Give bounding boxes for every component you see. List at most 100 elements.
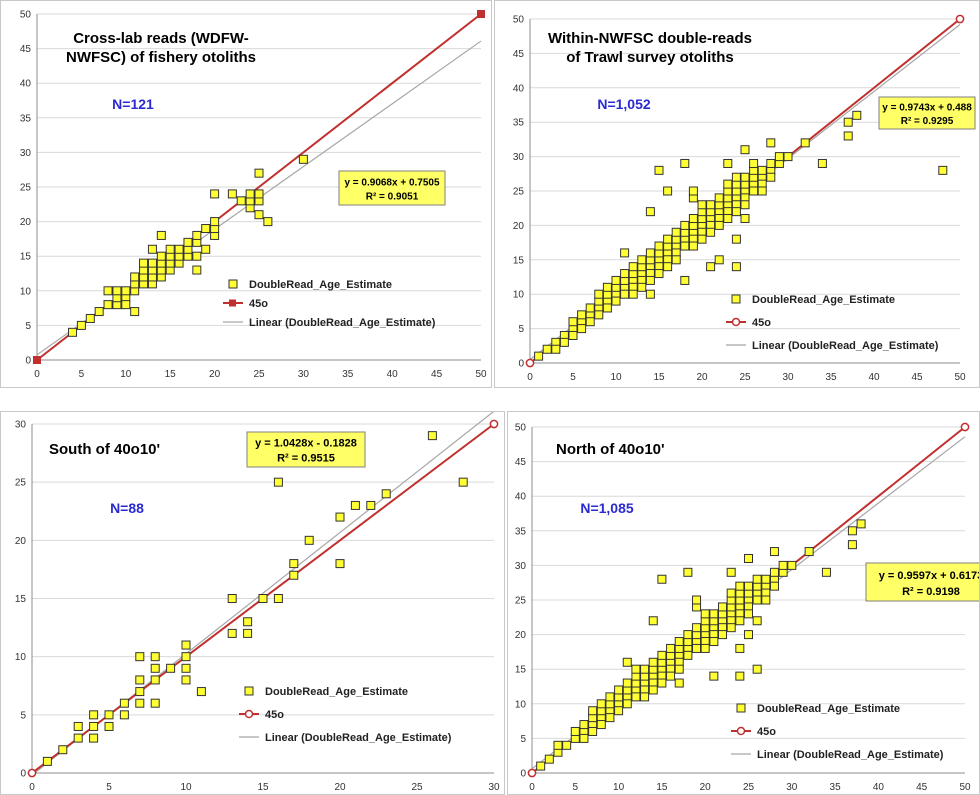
data-point bbox=[654, 165, 664, 175]
y-tick-label: 40 bbox=[515, 492, 527, 503]
data-point bbox=[335, 512, 345, 522]
x-tick-label: 45 bbox=[911, 372, 923, 383]
data-point bbox=[697, 200, 707, 210]
y-tick-label: 20 bbox=[513, 221, 525, 232]
data-point bbox=[688, 214, 698, 224]
data-point bbox=[289, 570, 299, 580]
data-point bbox=[147, 258, 157, 268]
data-point bbox=[42, 756, 52, 766]
data-point bbox=[254, 210, 264, 220]
y-tick-label: 15 bbox=[515, 665, 527, 676]
x-tick-label: 15 bbox=[257, 782, 269, 793]
data-point bbox=[706, 227, 716, 237]
reference-line-endpoint bbox=[525, 358, 535, 368]
data-point bbox=[577, 324, 587, 334]
reference-line-endpoint bbox=[527, 768, 537, 778]
x-tick-label: 35 bbox=[830, 782, 842, 793]
data-point bbox=[769, 567, 779, 577]
data-point bbox=[761, 574, 771, 584]
data-point bbox=[671, 255, 681, 265]
data-point bbox=[73, 733, 83, 743]
chart-svg-north: 0 5 10 15 20 25 30 35 40 45 50 0 5 10 15 20 25 30 35 40 45 50… bbox=[515, 423, 979, 793]
data-point bbox=[769, 581, 779, 591]
chart-title: of Trawl survey otoliths bbox=[566, 49, 734, 66]
data-point bbox=[723, 158, 733, 168]
x-tick-label: 50 bbox=[959, 782, 971, 793]
data-point bbox=[628, 289, 638, 299]
data-point bbox=[671, 227, 681, 237]
x-tick-label: 30 bbox=[786, 782, 798, 793]
data-point bbox=[680, 158, 690, 168]
legend-marker-data bbox=[736, 703, 746, 713]
data-point bbox=[579, 733, 589, 743]
data-point bbox=[201, 224, 211, 234]
data-point bbox=[856, 519, 866, 529]
x-tick-label: 5 bbox=[106, 782, 112, 793]
x-tick-label: 45 bbox=[431, 369, 443, 380]
data-point bbox=[648, 616, 658, 626]
data-point bbox=[766, 138, 776, 148]
y-tick-label: 0 bbox=[520, 769, 526, 780]
x-tick-label: 40 bbox=[873, 782, 885, 793]
data-point bbox=[692, 595, 702, 605]
reference-line-endpoint bbox=[33, 356, 41, 364]
data-point bbox=[611, 296, 621, 306]
data-point bbox=[731, 207, 741, 217]
data-point bbox=[58, 745, 68, 755]
data-point bbox=[76, 320, 86, 330]
data-point bbox=[683, 567, 693, 577]
y-tick-label: 20 bbox=[20, 217, 32, 228]
data-point bbox=[570, 726, 580, 736]
data-point bbox=[174, 244, 184, 254]
data-point bbox=[551, 344, 561, 354]
data-point bbox=[89, 721, 99, 731]
data-point bbox=[654, 269, 664, 279]
y-tick-label: 35 bbox=[513, 118, 525, 129]
data-point bbox=[121, 300, 131, 310]
data-point bbox=[147, 244, 157, 254]
data-point bbox=[692, 623, 702, 633]
data-point bbox=[602, 303, 612, 313]
data-point bbox=[135, 698, 145, 708]
data-point bbox=[350, 500, 360, 510]
y-tick-label: 0 bbox=[20, 769, 26, 780]
data-point bbox=[130, 307, 140, 317]
data-point bbox=[663, 186, 673, 196]
data-point bbox=[683, 650, 693, 660]
y-tick-label: 25 bbox=[20, 183, 32, 194]
data-point bbox=[183, 237, 193, 247]
data-point bbox=[611, 275, 621, 285]
data-point bbox=[706, 262, 716, 272]
data-point bbox=[181, 675, 191, 685]
data-point bbox=[165, 244, 175, 254]
data-point bbox=[201, 244, 211, 254]
data-point bbox=[674, 664, 684, 674]
chart-panel-cross-lab: 0 5 10 15 20 25 30 35 40 45 50 0 5 10 15 20 25 30 35 40 45 50… bbox=[0, 0, 492, 388]
data-point bbox=[192, 251, 202, 261]
data-point bbox=[196, 687, 206, 697]
data-point bbox=[304, 535, 314, 545]
data-point bbox=[757, 165, 767, 175]
y-tick-label: 45 bbox=[515, 457, 527, 468]
chart-panel-south: 0 5 10 15 20 25 30 0 5 10 15 20 25 30 South of 40o10' N… bbox=[0, 411, 505, 795]
data-point bbox=[783, 152, 793, 162]
y-tick-label: 5 bbox=[518, 324, 524, 335]
data-point bbox=[68, 327, 78, 337]
data-point bbox=[821, 567, 831, 577]
data-point bbox=[657, 574, 667, 584]
data-point bbox=[726, 588, 736, 598]
data-point bbox=[752, 664, 762, 674]
data-point bbox=[778, 560, 788, 570]
data-point bbox=[243, 617, 253, 627]
data-point bbox=[666, 643, 676, 653]
x-tick-label: 20 bbox=[700, 782, 712, 793]
x-tick-label: 25 bbox=[743, 782, 755, 793]
data-point bbox=[645, 289, 655, 299]
data-point bbox=[258, 594, 268, 603]
legend-marker-data bbox=[244, 686, 254, 696]
x-tick-label: 20 bbox=[696, 372, 708, 383]
data-point bbox=[588, 726, 598, 736]
data-point bbox=[843, 131, 853, 141]
data-point bbox=[640, 664, 650, 674]
data-point bbox=[744, 609, 753, 619]
